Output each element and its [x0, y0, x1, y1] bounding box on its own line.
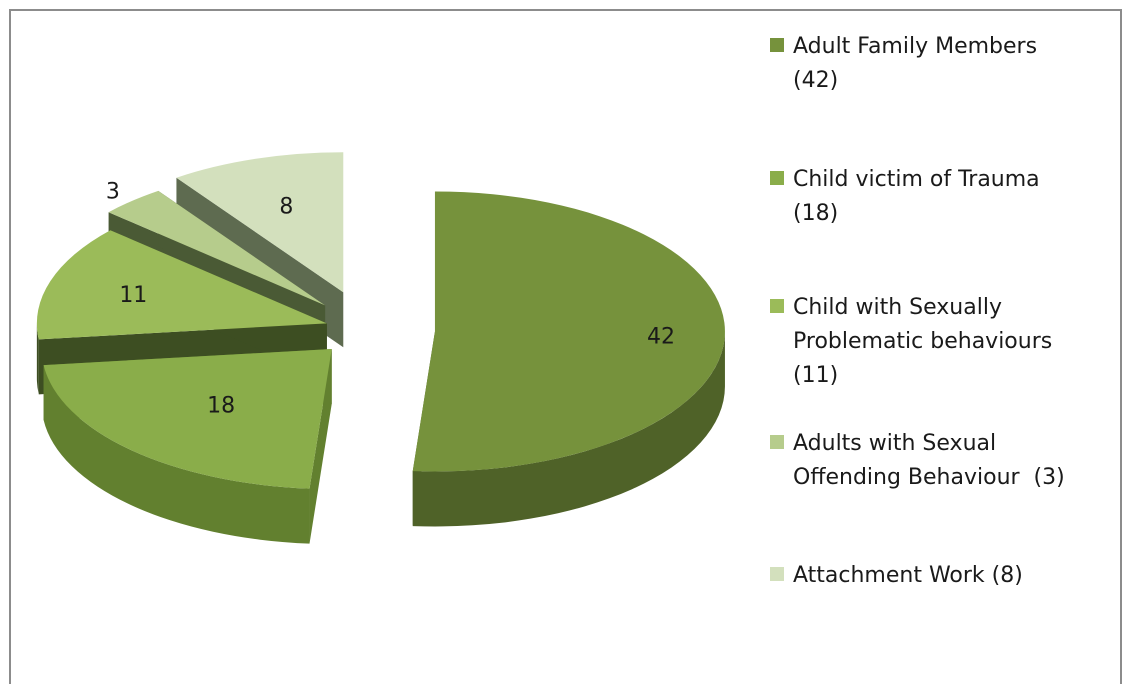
pie-slices [36, 152, 725, 544]
slice-outer-wall [36, 323, 39, 395]
slice-top [176, 152, 344, 293]
data-label: 3 [106, 179, 120, 204]
legend-swatch [770, 435, 784, 449]
slice-top [108, 190, 326, 306]
data-labels: 42 18 11 3 8 [106, 179, 675, 418]
legend-item: Attachment Work (8) [770, 559, 1108, 593]
slice-outer-wall [412, 331, 725, 527]
legend-label: Attachment Work (8) [793, 563, 1023, 588]
legend-swatch [770, 567, 784, 581]
legend-item: Adults with Sexual Offending Behaviour (… [770, 427, 1108, 495]
legend-swatch [770, 171, 784, 185]
legend-swatch [770, 38, 784, 52]
legend-item: Child with Sexually Problematic behaviou… [770, 291, 1108, 393]
slice-outer-wall [43, 365, 310, 544]
legend-label: Adults with Sexual Offending Behaviour (… [793, 431, 1065, 490]
slice-top [412, 191, 725, 472]
pie-slice [43, 349, 332, 544]
legend-label: Child victim of Trauma (18) [793, 167, 1040, 226]
slice-top [36, 230, 327, 340]
data-label: 18 [207, 394, 235, 419]
data-label: 8 [279, 194, 293, 219]
data-label: 11 [119, 283, 147, 308]
legend-swatch [770, 299, 784, 313]
legend-item: Child victim of Trauma (18) [770, 163, 1108, 231]
slice-top [43, 349, 332, 489]
legend-label: Adult Family Members (42) [793, 34, 1038, 93]
legend-label: Child with Sexually Problematic behaviou… [793, 295, 1053, 388]
legend-item: Adult Family Members (42) [770, 30, 1108, 98]
data-label: 42 [647, 325, 675, 350]
chart-border [9, 9, 1122, 684]
pie-slice [412, 191, 725, 527]
